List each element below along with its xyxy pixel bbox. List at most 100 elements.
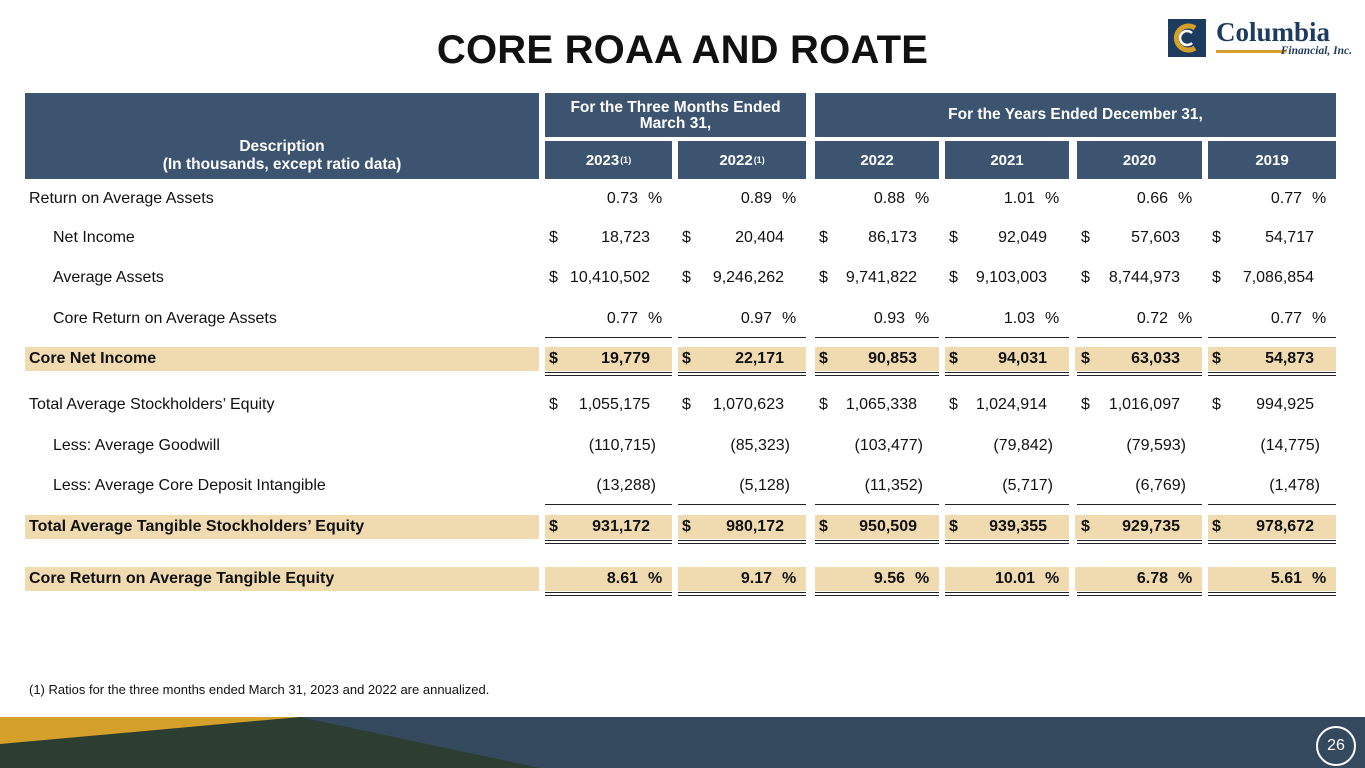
cell-value: (6,769) (1135, 477, 1186, 494)
cell-value: (103,477) (854, 437, 924, 454)
percent-sign: % (915, 570, 930, 587)
cell-value: 10.01 (994, 570, 1035, 587)
subtotal-rule (678, 504, 806, 505)
cell-value: (85,323) (730, 437, 790, 454)
total-double-rule (815, 592, 939, 596)
header-year-label: 2022 (719, 151, 753, 169)
total-double-rule (545, 372, 672, 376)
subtotal-rule (945, 504, 1069, 505)
column-gap (1069, 347, 1075, 371)
row-label: Total Average Tangible Stockholders’ Equ… (29, 518, 365, 535)
column-gap (1202, 567, 1208, 591)
row-label: Core Return on Average Assets (53, 310, 277, 327)
total-double-rule (945, 592, 1069, 596)
footer-band (0, 717, 1365, 768)
header-year-1: 2022 (1) (678, 141, 806, 179)
cell-value: 1,055,175 (578, 396, 650, 413)
percent-sign: % (915, 190, 930, 207)
header-description: Description (In thousands, except ratio … (25, 93, 539, 179)
footnote: (1) Ratios for the three months ended Ma… (29, 682, 490, 697)
currency-symbol: $ (549, 518, 558, 535)
row-label: Average Assets (53, 269, 164, 286)
cell-value: 90,853 (868, 350, 917, 367)
cell-value: 1.03 (1003, 310, 1035, 327)
cell-value: 0.88 (873, 190, 905, 207)
cell-value: 0.89 (740, 190, 772, 207)
row-label: Total Average Stockholders’ Equity (29, 396, 275, 413)
page-title: CORE ROAA AND ROATE (436, 28, 929, 72)
table-row: Total Average Stockholders’ Equity $1,055… (25, 393, 1336, 417)
currency-symbol: $ (682, 518, 691, 535)
currency-symbol: $ (819, 350, 828, 367)
percent-sign: % (782, 310, 797, 327)
table-row: Less: Average Core Deposit Intangible (13… (25, 474, 1336, 498)
cell-value: 9,246,262 (712, 269, 784, 286)
row-label: Return on Average Assets (29, 190, 214, 207)
percent-sign: % (1312, 570, 1327, 587)
cell-value: 6.78 (1136, 570, 1168, 587)
currency-symbol: $ (549, 229, 558, 246)
cell-value: (5,128) (739, 477, 790, 494)
logo-subtitle: Financial, Inc. (1280, 45, 1352, 57)
subtotal-rule (678, 337, 806, 338)
cell-value: 54,717 (1265, 229, 1314, 246)
subtotal-rule (545, 504, 672, 505)
percent-sign: % (1045, 310, 1060, 327)
header-year-note: (1) (753, 155, 765, 165)
header-year-4: 2020 (1077, 141, 1202, 179)
currency-symbol: $ (819, 518, 828, 535)
total-double-rule (678, 592, 806, 596)
cell-value: 1.01 (1003, 190, 1035, 207)
cell-value: 950,509 (859, 518, 917, 535)
cell-value: 86,173 (868, 229, 917, 246)
currency-symbol: $ (949, 396, 958, 413)
company-logo: Columbia Financial, Inc. (1168, 17, 1352, 61)
cell-value: 8.61 (606, 570, 638, 587)
header-year-3: 2021 (945, 141, 1069, 179)
currency-symbol: $ (1081, 269, 1090, 286)
currency-symbol: $ (549, 350, 558, 367)
currency-symbol: $ (549, 396, 558, 413)
column-gap (539, 515, 545, 539)
header-year-label: 2023 (585, 151, 620, 169)
table-row: Core Return on Average Tangible Equity 8.… (25, 567, 1336, 591)
total-double-rule (678, 372, 806, 376)
currency-symbol: $ (949, 518, 958, 535)
header-year-label: 2019 (1255, 151, 1289, 169)
currency-symbol: $ (1081, 518, 1090, 535)
cell-value: (5,717) (1002, 477, 1053, 494)
column-gap (806, 567, 815, 591)
total-double-rule (945, 540, 1069, 544)
percent-sign: % (1045, 190, 1060, 207)
cell-value: (11,352) (864, 477, 923, 494)
currency-symbol: $ (1081, 229, 1090, 246)
header-year-label: 2021 (990, 151, 1024, 169)
table-row: Core Return on Average Assets 0.77% 0.97% 0… (25, 307, 1336, 331)
cell-value: 0.77 (1270, 190, 1302, 207)
total-double-rule (1077, 372, 1202, 376)
cell-value: 7,086,854 (1242, 269, 1314, 286)
cell-value: 939,355 (989, 518, 1047, 535)
cell-value: (79,593) (1126, 437, 1186, 454)
cell-value: 0.77 (1270, 310, 1302, 327)
cell-value: 1,024,914 (975, 396, 1047, 413)
currency-symbol: $ (682, 229, 691, 246)
table-row: Net Income $18,723 $20,404 $86,173 $92,049 $5… (25, 226, 1336, 250)
currency-symbol: $ (682, 269, 691, 286)
cell-value: 0.97 (740, 310, 772, 327)
column-gap (939, 567, 945, 591)
percent-sign: % (648, 310, 663, 327)
header-year-label: 2022 (860, 151, 894, 169)
column-gap (539, 567, 545, 591)
table-row: Less: Average Goodwill (110,715) (85,323) (… (25, 434, 1336, 458)
subtotal-rule (545, 337, 672, 338)
table-row: Core Net Income $19,779 $22,171 $90,853 $94,… (25, 347, 1336, 371)
cell-value: 54,873 (1265, 350, 1314, 367)
percent-sign: % (1045, 570, 1060, 587)
currency-symbol: $ (949, 269, 958, 286)
cell-value: 8,744,973 (1108, 269, 1180, 286)
logo-rule (1216, 50, 1286, 53)
cell-value: (79,842) (993, 437, 1053, 454)
percent-sign: % (782, 190, 797, 207)
currency-symbol: $ (682, 350, 691, 367)
